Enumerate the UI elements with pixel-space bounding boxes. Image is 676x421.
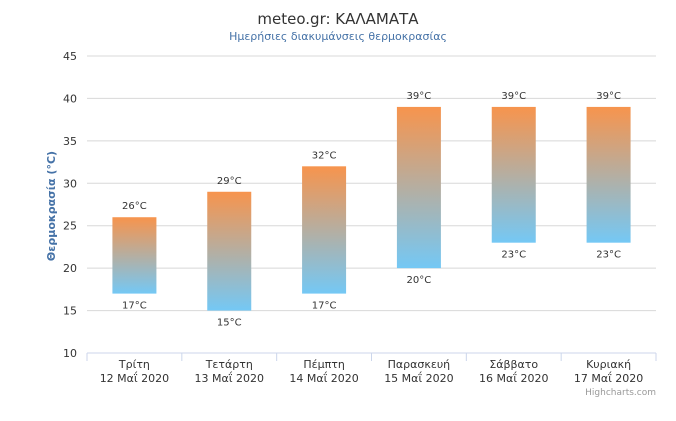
gridlines: [87, 55, 656, 312]
x-tick-day: Τετάρτη: [205, 358, 253, 371]
x-tick-day: Τρίτη: [118, 358, 150, 371]
high-temp-label: 39°C: [596, 91, 621, 102]
x-tick-day: Σάββατο: [489, 358, 538, 371]
y-tick-label: 40: [63, 92, 77, 105]
low-temp-label: 23°C: [596, 250, 621, 261]
credits-link[interactable]: Highcharts.com: [585, 388, 656, 398]
high-temp-label: 26°C: [122, 201, 147, 212]
bars: [112, 106, 631, 311]
high-temp-label: 32°C: [312, 150, 337, 161]
temperature-bar[interactable]: [302, 166, 347, 294]
y-tick-label: 15: [63, 305, 77, 318]
y-axis-label: Θερμοκρασία (°C): [45, 151, 58, 261]
temperature-bar[interactable]: [491, 106, 536, 243]
x-tick-date: 15 Μαΐ 2020: [384, 371, 453, 385]
high-temp-label: 39°C: [501, 91, 526, 102]
y-tick-label: 45: [63, 50, 77, 63]
x-tick-date: 16 Μαΐ 2020: [479, 371, 548, 385]
high-temp-label: 29°C: [217, 176, 242, 187]
x-tick-day: Παρασκευή: [388, 358, 451, 371]
y-tick-label: 10: [63, 347, 77, 360]
x-tick-day: Κυριακή: [586, 358, 631, 371]
temperature-bar[interactable]: [207, 191, 252, 311]
low-temp-label: 20°C: [407, 275, 432, 286]
y-tick-label: 20: [63, 262, 77, 275]
x-tick-date: 14 Μαΐ 2020: [289, 371, 358, 385]
low-temp-label: 17°C: [122, 301, 147, 312]
temperature-bar[interactable]: [396, 106, 441, 269]
x-tick-day: Πέμπτη: [303, 358, 344, 371]
data-labels: 26°C 17°C 29°C 15°C 32°C 17°C 39°C 20°C 39°C 23°C…: [122, 91, 621, 329]
y-tick-label: 30: [63, 177, 77, 190]
x-tick-date: 17 Μαΐ 2020: [574, 371, 643, 385]
x-tick-date: 12 Μαΐ 2020: [100, 371, 169, 385]
y-tick-label: 25: [63, 220, 77, 233]
temperature-bar[interactable]: [586, 106, 631, 243]
y-tick-label: 35: [63, 135, 77, 148]
low-temp-label: 15°C: [217, 318, 242, 329]
low-temp-label: 17°C: [312, 301, 337, 312]
chart-subtitle: Ημερήσιες διακυμάνσεις θερμοκρασίας: [229, 30, 447, 43]
temperature-bar[interactable]: [112, 217, 157, 294]
low-temp-label: 23°C: [501, 250, 526, 261]
high-temp-label: 39°C: [407, 91, 432, 102]
chart-title: meteo.gr: ΚΑΛΑΜΑΤΑ: [257, 10, 419, 28]
x-tick-date: 13 Μαΐ 2020: [195, 371, 264, 385]
y-axis-ticks: 10 15 20 25 30 35 40 45: [63, 50, 77, 360]
